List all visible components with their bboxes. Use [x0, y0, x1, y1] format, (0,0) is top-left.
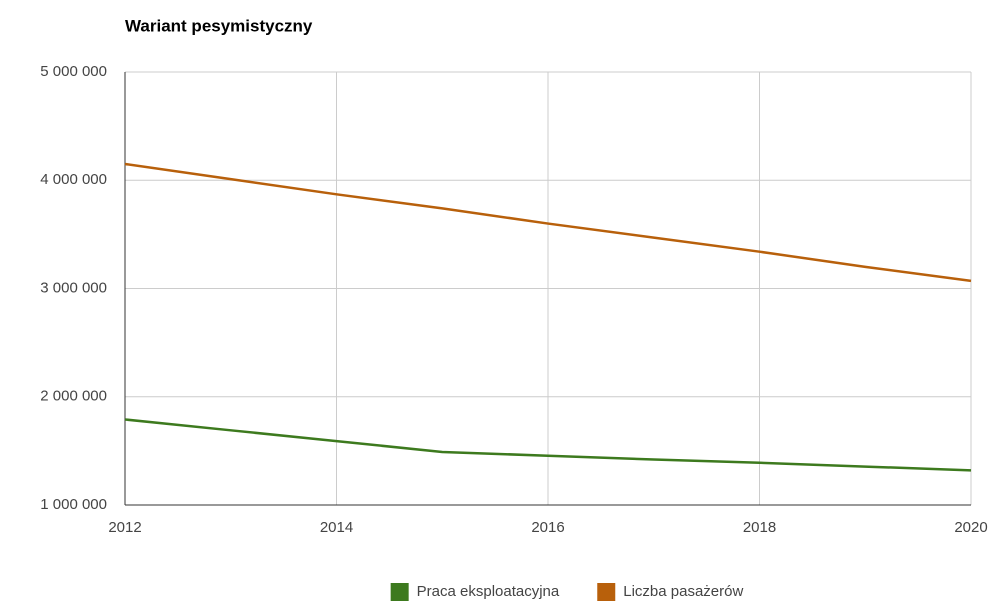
y-tick-label: 2 000 000 — [40, 388, 107, 405]
x-tick-label: 2012 — [108, 519, 141, 536]
x-tick-label: 2018 — [743, 519, 776, 536]
legend-swatch — [597, 583, 616, 601]
legend-swatch — [390, 583, 409, 601]
legend-label: Liczba pasażerów — [623, 583, 743, 600]
y-tick-label: 5 000 000 — [40, 63, 107, 80]
x-tick-label: 2014 — [320, 519, 353, 536]
chart-title: Wariant pesymistyczny — [125, 16, 313, 35]
y-tick-label: 4 000 000 — [40, 171, 107, 188]
legend-label: Praca eksploatacyjna — [417, 583, 560, 600]
y-tick-label: 3 000 000 — [40, 279, 107, 296]
y-tick-label: 1 000 000 — [40, 496, 107, 513]
x-tick-label: 2016 — [531, 519, 564, 536]
series-line — [124, 418, 972, 472]
series-line — [124, 162, 972, 283]
x-tick-label: 2020 — [954, 519, 987, 536]
